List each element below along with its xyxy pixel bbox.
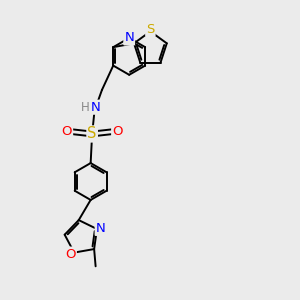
Text: H: H bbox=[81, 101, 89, 114]
Text: S: S bbox=[87, 127, 97, 142]
Text: O: O bbox=[112, 125, 123, 138]
Text: N: N bbox=[124, 32, 134, 44]
Text: O: O bbox=[65, 248, 76, 261]
Text: N: N bbox=[96, 222, 105, 235]
Text: O: O bbox=[61, 125, 72, 138]
Text: N: N bbox=[91, 101, 101, 114]
Text: S: S bbox=[146, 22, 154, 35]
